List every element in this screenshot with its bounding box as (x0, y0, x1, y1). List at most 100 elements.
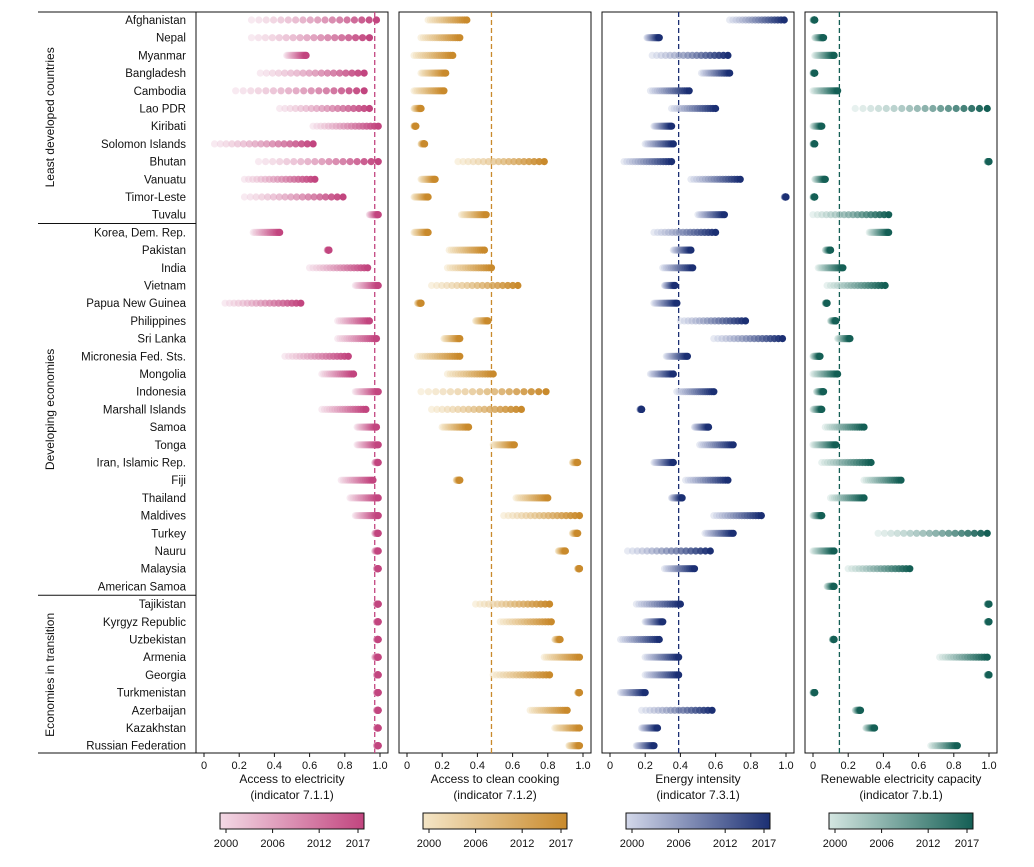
data-point (874, 529, 882, 537)
colorbar-tick-label: 2006 (666, 838, 690, 850)
data-point (293, 69, 301, 77)
data-point (669, 140, 677, 148)
data-point (520, 388, 528, 396)
data-point (687, 246, 695, 254)
data-point (269, 16, 278, 24)
left-axis: Afghanistan Nepal Myanmar Bangladesh Cambodi… (38, 11, 196, 754)
data-point (510, 158, 518, 166)
data-point (678, 494, 686, 502)
colorbar-tick-label: 2006 (260, 838, 284, 850)
data-point (276, 228, 284, 236)
country-label: Georgia (145, 670, 187, 682)
data-point (307, 87, 315, 95)
data-point (944, 104, 953, 113)
data-point (782, 193, 790, 201)
data-point (328, 104, 337, 113)
data-point (332, 158, 340, 166)
data-point (239, 140, 248, 148)
colorbar-tick-label: 2000 (823, 838, 847, 850)
country-label: Samoa (150, 422, 187, 434)
data-point (374, 565, 382, 573)
data-point (898, 104, 906, 113)
data-point (327, 193, 336, 201)
data-point (369, 476, 377, 484)
data-point (353, 158, 361, 166)
data-point (325, 158, 333, 166)
data-point (574, 458, 582, 467)
data-point (343, 16, 351, 24)
x-axis-subtitle: (indicator 7.1.1) (250, 788, 333, 802)
data-point (818, 405, 826, 413)
data-point (542, 388, 550, 396)
data-point (479, 158, 488, 166)
data-point (827, 246, 835, 254)
data-point (913, 104, 921, 113)
data-point (258, 193, 266, 201)
country-label: Tuvalu (152, 210, 186, 222)
data-point (478, 281, 486, 290)
data-point (484, 158, 493, 166)
data-point (741, 317, 750, 325)
data-point (669, 458, 677, 467)
data-point (228, 140, 236, 148)
data-point (234, 140, 242, 148)
data-point (344, 352, 352, 360)
panels: 0 0.2 0.4 0.6 0.8 1.0 Access to electricity (in… (195, 11, 998, 802)
data-point (968, 104, 976, 113)
data-point (283, 158, 291, 166)
data-point (433, 281, 441, 290)
data-point (306, 16, 314, 24)
data-point (298, 193, 307, 201)
data-point (268, 140, 277, 148)
data-point (299, 69, 307, 77)
data-point (938, 529, 946, 537)
data-point (232, 87, 240, 95)
data-point (351, 34, 360, 42)
data-point (268, 69, 277, 77)
colorbar-tick-label: 2006 (463, 838, 487, 850)
data-point (277, 16, 285, 24)
data-point (499, 281, 507, 290)
data-point (264, 193, 272, 201)
data-point (449, 405, 457, 413)
data-point (374, 547, 382, 555)
data-point (256, 69, 264, 77)
data-point (975, 104, 984, 113)
data-point (262, 69, 271, 77)
data-point (504, 281, 512, 290)
data-point (527, 388, 535, 396)
data-point (255, 16, 263, 24)
data-point (729, 441, 737, 449)
data-point (431, 175, 439, 183)
data-point (476, 388, 484, 396)
data-point (275, 193, 283, 201)
data-point (496, 405, 504, 413)
data-point (535, 388, 543, 396)
data-point (275, 34, 283, 42)
country-label: Uzbekistan (129, 635, 186, 647)
data-point (275, 69, 283, 77)
data-point (262, 87, 270, 95)
data-point (358, 16, 366, 24)
data-point (311, 158, 319, 166)
data-point (983, 653, 991, 661)
data-point (545, 600, 554, 608)
data-point (297, 104, 305, 113)
data-point (708, 706, 716, 714)
data-point (925, 529, 934, 537)
data-point (811, 140, 819, 148)
data-point (281, 104, 289, 113)
data-point (453, 281, 461, 290)
data-point (309, 140, 317, 148)
data-point (683, 352, 692, 360)
colorbar-tick-label: 2012 (510, 838, 534, 850)
x-tick-label: 0.8 (540, 760, 555, 772)
data-point (286, 104, 294, 113)
data-point (983, 529, 991, 537)
data-point (495, 158, 503, 166)
x-tick-label: 1.0 (372, 760, 387, 772)
data-point (465, 423, 473, 431)
data-point (261, 34, 269, 42)
x-axis-title: Energy intensity (655, 772, 740, 786)
data-point (985, 600, 993, 608)
